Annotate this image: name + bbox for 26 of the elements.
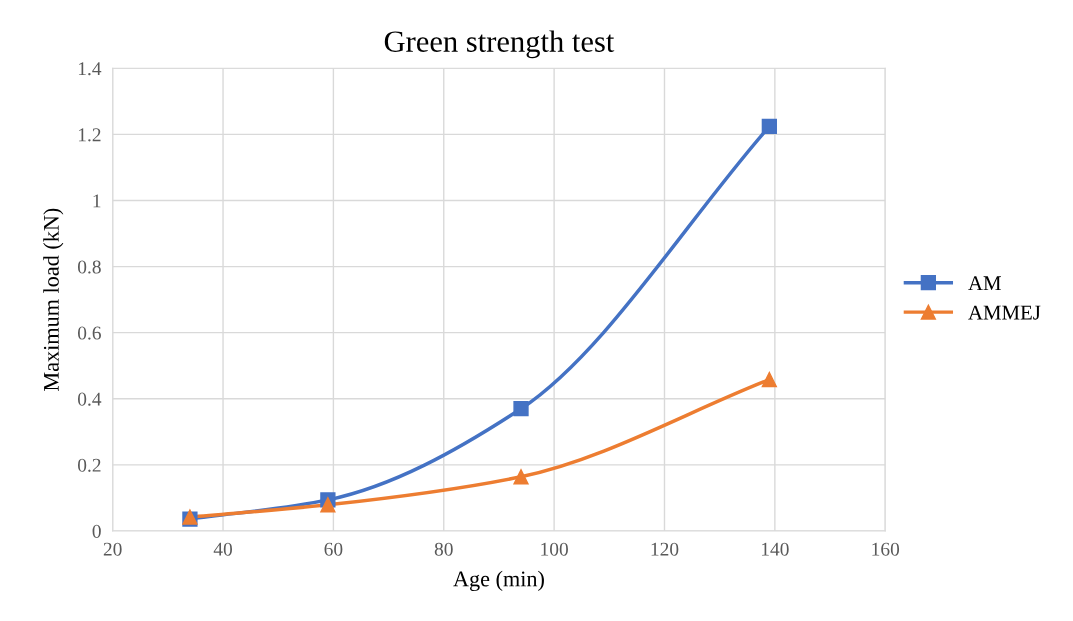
y-axis-title: Maximum load (kN) — [43, 208, 64, 391]
point — [320, 497, 336, 513]
y-tick-label: 0.6 — [77, 326, 101, 340]
x-axis-title: Age (min) — [453, 570, 544, 592]
point — [513, 401, 529, 417]
chart-title: Green strength test — [384, 30, 615, 59]
point — [513, 469, 529, 485]
y-tick-label: 1 — [93, 194, 101, 208]
x-tick-label: 60 — [324, 542, 343, 556]
x-tick-label: 120 — [651, 542, 679, 556]
y-tick-label: 1.2 — [78, 128, 101, 142]
x-tick-label: 160 — [872, 542, 900, 556]
y-tick-label: 0.8 — [77, 260, 101, 274]
x-tick-label: 100 — [541, 542, 568, 556]
x-tick-label: 140 — [761, 542, 789, 556]
legend-label: AMMEJ — [968, 305, 1041, 320]
y-tick-label: 0.2 — [77, 458, 101, 472]
legend-label: AM — [968, 276, 1001, 290]
y-tick-label: 1.4 — [78, 62, 102, 76]
x-tick-label: 80 — [434, 542, 453, 556]
y-tick-label: 0 — [92, 524, 101, 538]
point — [761, 118, 777, 135]
x-tick-label: 40 — [213, 542, 233, 556]
x-tick-label: 20 — [103, 542, 122, 556]
y-tick-label: 0.4 — [77, 392, 102, 406]
point — [761, 371, 777, 388]
